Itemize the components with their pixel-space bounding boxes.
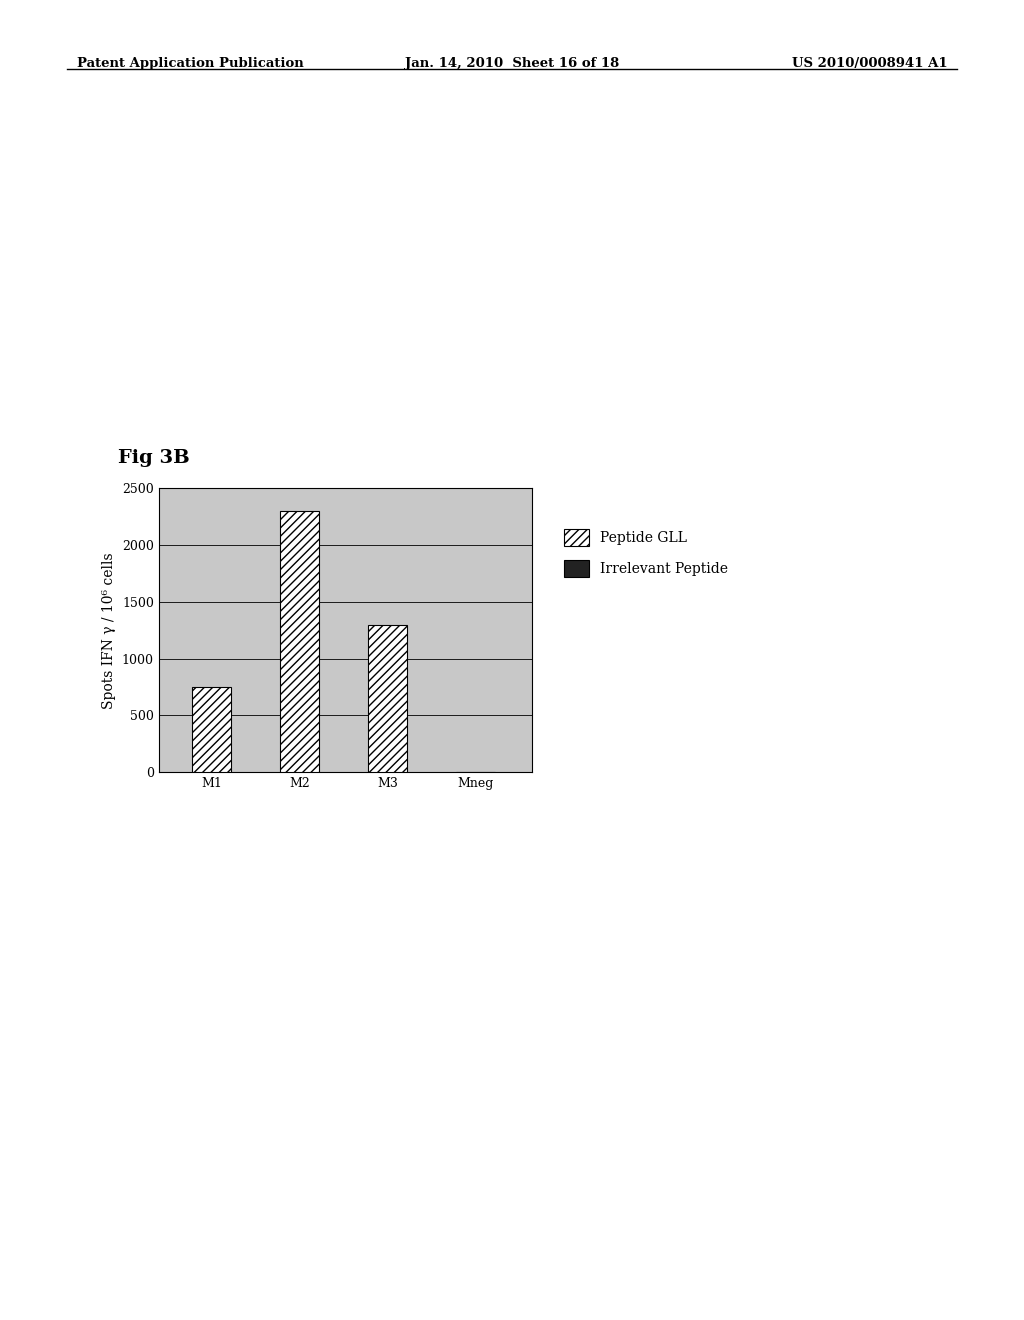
Bar (368, 624, 408, 772)
Legend: Peptide GLL, Irrelevant Peptide: Peptide GLL, Irrelevant Peptide (558, 524, 733, 582)
Bar (191, 686, 231, 772)
Bar (280, 511, 319, 772)
Text: Patent Application Publication: Patent Application Publication (77, 57, 303, 70)
Y-axis label: Spots IFN γ / 10⁶ cells: Spots IFN γ / 10⁶ cells (102, 552, 117, 709)
Text: Jan. 14, 2010  Sheet 16 of 18: Jan. 14, 2010 Sheet 16 of 18 (404, 57, 620, 70)
Text: US 2010/0008941 A1: US 2010/0008941 A1 (792, 57, 947, 70)
Text: Fig 3B: Fig 3B (118, 449, 189, 467)
